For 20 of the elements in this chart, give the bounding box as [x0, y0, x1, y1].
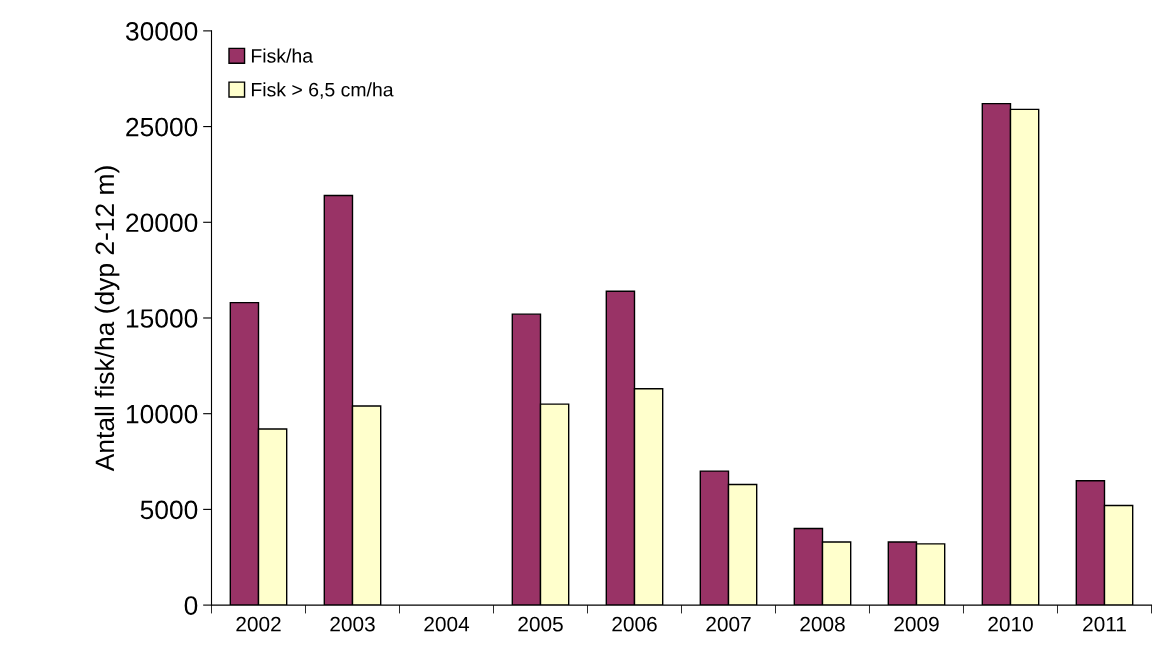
- y-tick-label: 15000: [126, 309, 198, 328]
- x-tick-label: 2010: [988, 616, 1033, 632]
- y-axis-title: Antall fisk/ha (dyp 2-12 m): [94, 166, 120, 472]
- y-tick-label: 20000: [126, 213, 198, 233]
- y-tick-label: 25000: [126, 117, 198, 137]
- y-tick-label: 10000: [126, 404, 198, 424]
- x-tick-label: 2006: [612, 616, 657, 632]
- x-tick-label: 2005: [518, 616, 563, 632]
- y-tick-label: 0: [184, 596, 198, 615]
- y-tick-label: 30000: [125, 22, 198, 41]
- x-tick-label: 2004: [424, 616, 470, 632]
- legend-label: Fisk > 6,5 cm/ha: [251, 82, 394, 99]
- x-tick-label: 2002: [236, 616, 281, 632]
- x-tick-label: 2007: [706, 616, 751, 632]
- x-tick-label: 2011: [1083, 616, 1126, 632]
- x-tick-label: 2003: [330, 616, 375, 632]
- legend-label: Fisk/ha: [251, 48, 314, 63]
- x-tick-label: 2009: [894, 616, 939, 632]
- x-tick-label: 2008: [800, 616, 845, 632]
- y-tick-label: 5000: [140, 500, 198, 520]
